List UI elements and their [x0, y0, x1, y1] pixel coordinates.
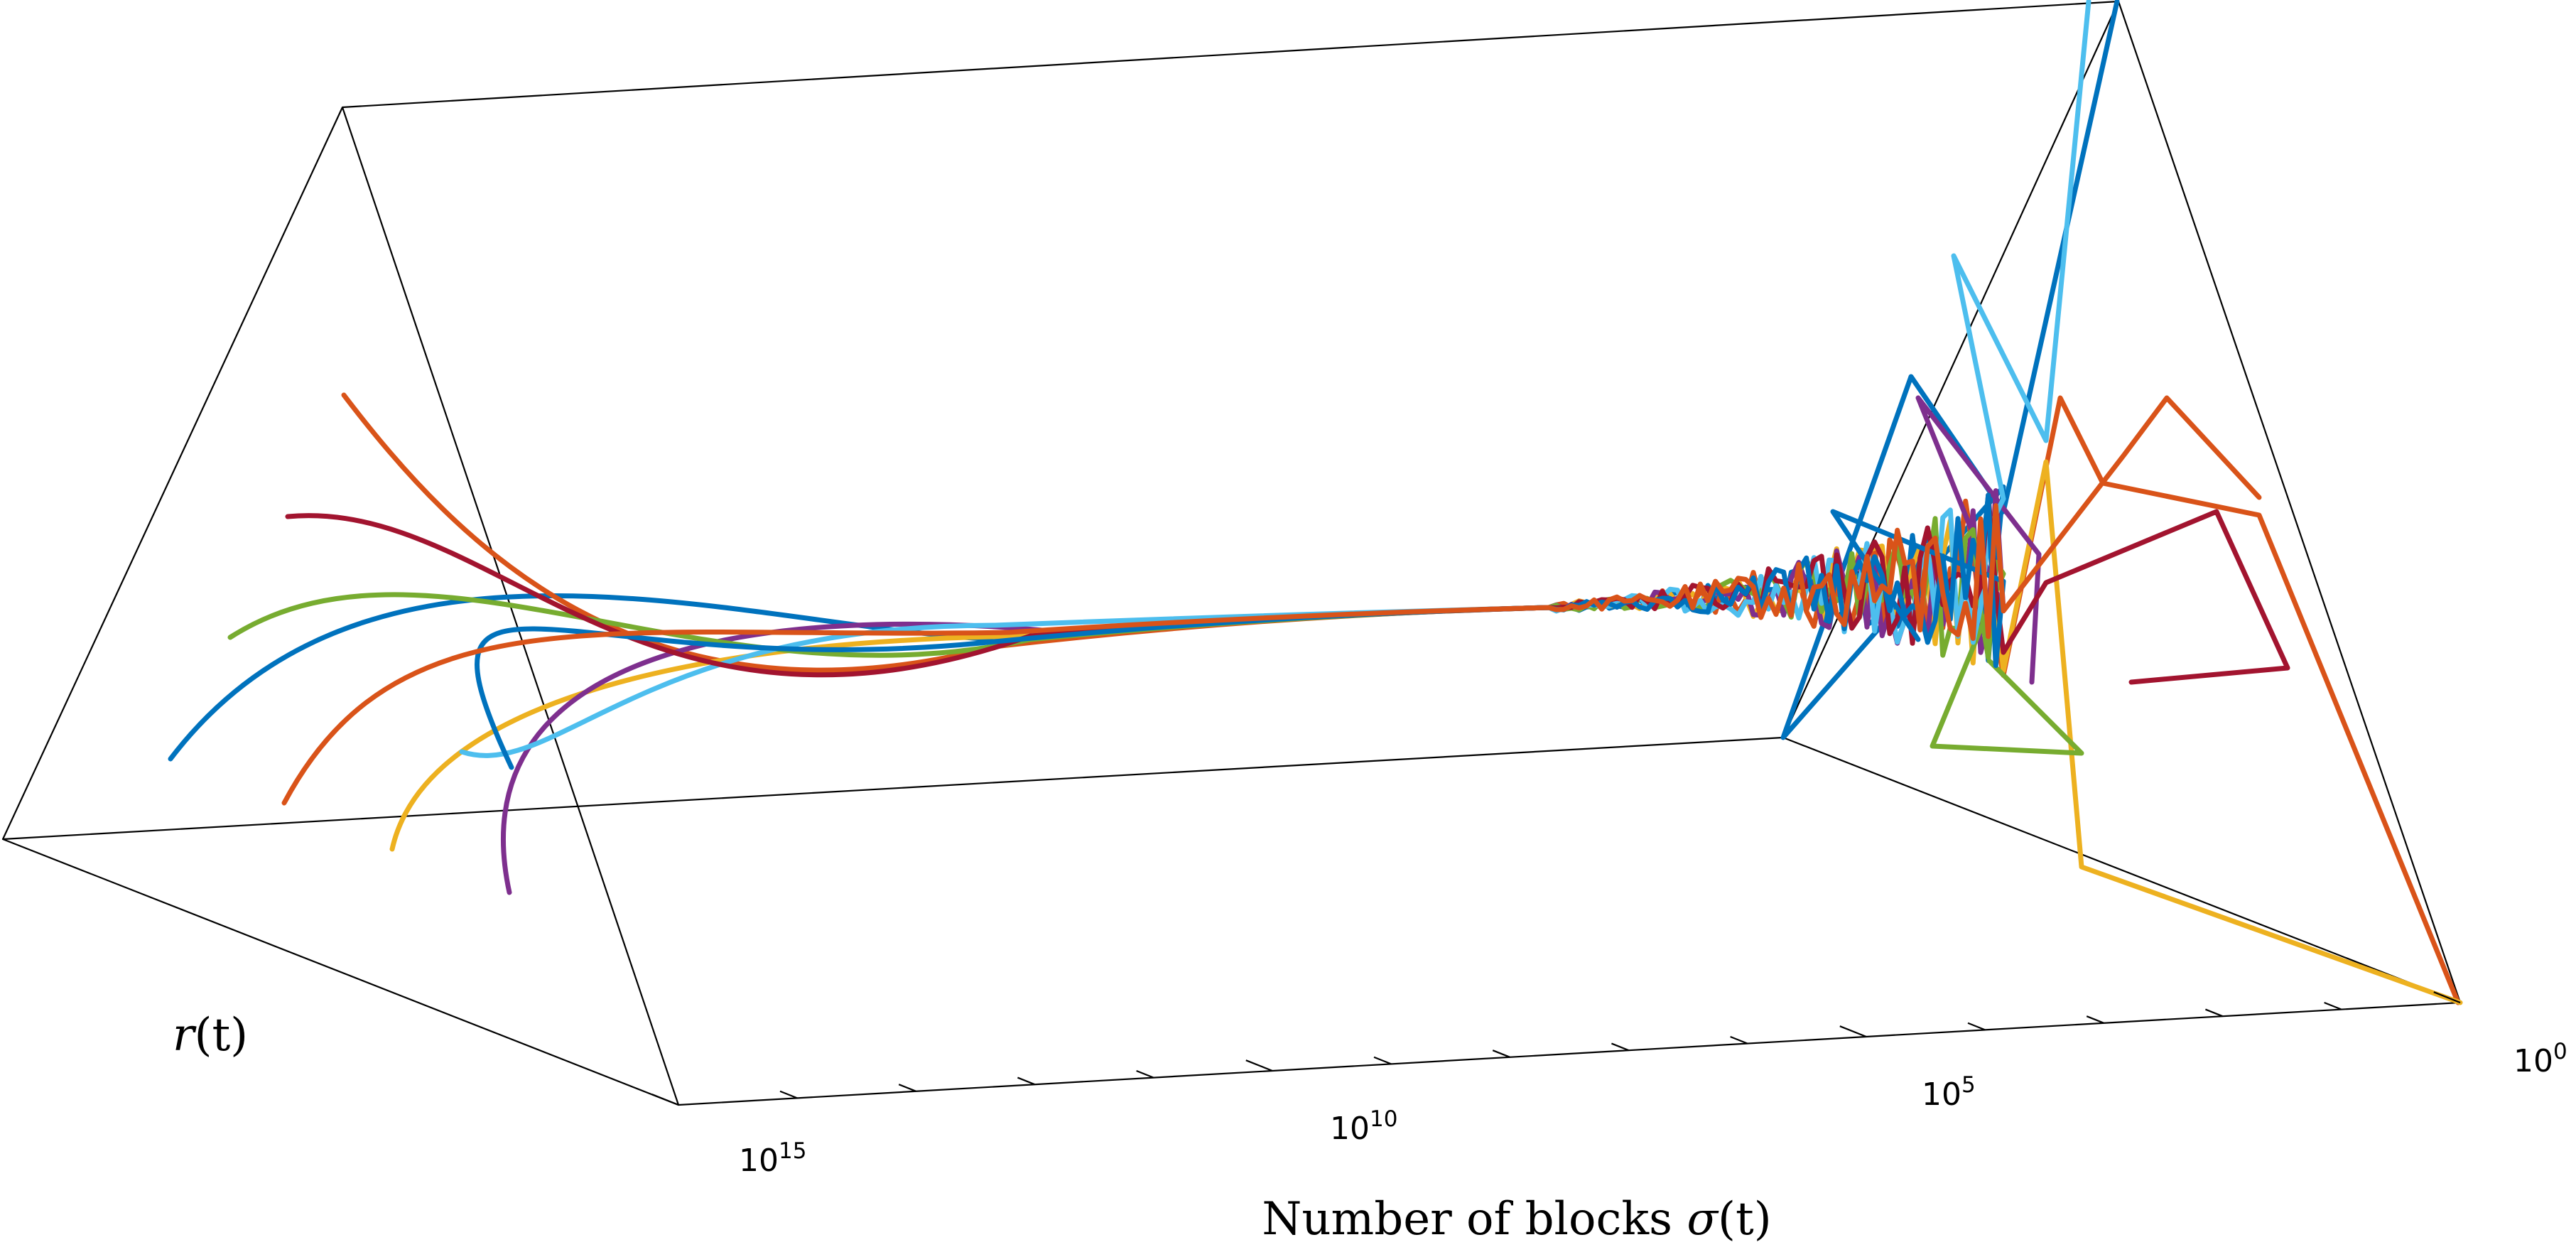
x-axis-tick-labels: 1015 1010 105 100 — [739, 1039, 2567, 1179]
trajectory-series-3 — [389, 459, 2463, 1005]
x-tick-mark — [651, 1094, 679, 1106]
x-tick-mark — [1967, 1022, 1986, 1031]
y-axis-title: r(t) — [173, 1009, 248, 1062]
x-tick-label-1e5: 105 — [1922, 1072, 1976, 1113]
box-right-face — [1782, 0, 2462, 1004]
x-tick-mark — [1492, 1049, 1510, 1058]
x-tick-mark — [1136, 1069, 1154, 1079]
x-axis-ticks — [651, 991, 2461, 1106]
x-tick-label-1e0: 100 — [2513, 1039, 2567, 1079]
x-tick-mark — [2205, 1008, 2224, 1018]
x-tick-mark — [1611, 1042, 1630, 1052]
box-left-face — [1, 106, 680, 1106]
x-tick-mark — [779, 1090, 798, 1099]
x-tick-mark — [2433, 991, 2461, 1004]
box-back-bottom-edge — [2, 736, 1784, 841]
x-tick-mark — [1373, 1056, 1392, 1065]
x-tick-mark — [1245, 1059, 1273, 1072]
x-tick-mark — [1839, 1025, 1867, 1038]
x-tick-label-1e10: 1010 — [1330, 1106, 1397, 1147]
x-tick-label-1e15: 1015 — [739, 1138, 806, 1179]
x-tick-mark — [2324, 1001, 2342, 1010]
trajectory-series-group — [168, 0, 2463, 1005]
trajectory-series-2 — [341, 392, 2461, 1005]
x-axis-title: Number of blocks σ(t) — [1262, 1193, 1771, 1246]
x-tick-mark — [2086, 1015, 2104, 1024]
trajectory-series-9 — [281, 395, 2262, 806]
x-tick-mark — [898, 1084, 916, 1092]
x-tick-mark — [1730, 1035, 1748, 1045]
box-top-edge — [342, 0, 2119, 109]
box-front-bottom-edge — [678, 1001, 2461, 1106]
trajectory-series-5 — [227, 516, 2084, 756]
x-tick-mark — [1017, 1076, 1036, 1086]
prism-box-frame — [1, 0, 2462, 1106]
